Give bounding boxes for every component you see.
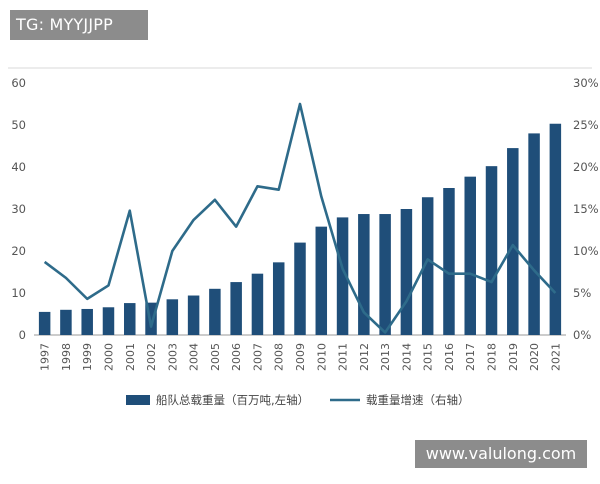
- x-tick-label: 2013: [379, 343, 392, 371]
- bar-series: [38, 123, 562, 336]
- bar-2010: [315, 226, 328, 335]
- bar-1998: [60, 309, 72, 335]
- bar-2016: [443, 188, 455, 335]
- bar-2005: [209, 288, 221, 335]
- x-tick-label: 2015: [422, 343, 435, 371]
- bar-2006: [230, 282, 242, 335]
- x-tick-label: 2005: [209, 343, 222, 371]
- x-tick-label: 2004: [188, 343, 201, 371]
- bar-1997: [38, 311, 51, 335]
- x-tick-label: 2014: [400, 343, 413, 371]
- left-tick-label: 30: [11, 202, 26, 216]
- right-tick-label: 5%: [573, 286, 591, 300]
- x-tick-label: 2001: [124, 343, 137, 371]
- right-tick-label: 0%: [573, 328, 591, 342]
- right-tick-label: 10%: [573, 244, 599, 258]
- bar-2015: [421, 197, 434, 335]
- bar-2012: [358, 214, 370, 335]
- bar-2011: [336, 217, 349, 335]
- legend-bar-label: 船队总载重量（百万吨,左轴）: [156, 393, 309, 407]
- legend-bar-swatch: [126, 395, 150, 405]
- x-tick-label: 2018: [486, 343, 499, 371]
- x-tick-label: 2003: [166, 343, 179, 371]
- x-tick-label: 2020: [528, 343, 541, 371]
- x-tick-label: 2007: [251, 343, 264, 371]
- x-tick-label: 2009: [294, 343, 307, 371]
- bar-2000: [102, 307, 115, 335]
- bar-2003: [166, 299, 179, 335]
- bar-2001: [124, 303, 136, 335]
- right-tick-label: 15%: [573, 202, 599, 216]
- left-tick-label: 60: [11, 76, 26, 90]
- x-tick-label: 2011: [337, 343, 350, 371]
- right-tick-label: 20%: [573, 160, 599, 174]
- x-tick-label: 2010: [315, 343, 328, 371]
- bar-2009: [294, 242, 306, 335]
- x-tick-label: 1998: [60, 343, 73, 371]
- bar-2019: [507, 148, 519, 335]
- x-tick-label: 2016: [443, 343, 456, 371]
- bar-2013: [379, 214, 391, 335]
- left-tick-label: 50: [11, 118, 26, 132]
- bar-2021: [549, 123, 562, 336]
- x-axis-labels: 1997 1998 1999 2000 2001 2002 2003 2004 2005 2006…: [39, 343, 563, 371]
- bar-2007: [251, 273, 264, 335]
- x-tick-label: 2017: [464, 343, 477, 371]
- right-axis-ticks: 0% 5% 10% 15% 20% 25% 30%: [573, 76, 599, 342]
- bar-2002: [145, 302, 157, 335]
- bar-2017: [464, 176, 476, 335]
- bar-2008: [272, 262, 285, 335]
- watermark-bottom: www.valulong.com: [415, 440, 587, 468]
- x-tick-label: 2006: [230, 343, 243, 371]
- bar-2014: [400, 209, 413, 335]
- bar-2018: [485, 166, 498, 335]
- right-tick-label: 25%: [573, 118, 599, 132]
- x-tick-label: 2002: [145, 343, 158, 371]
- x-tick-label: 2012: [358, 343, 371, 371]
- left-axis-ticks: 0 10 20 30 40 50 60: [11, 76, 26, 342]
- left-tick-label: 20: [11, 244, 26, 258]
- bar-1999: [81, 308, 93, 335]
- right-tick-label: 30%: [573, 76, 599, 90]
- x-tick-label: 1997: [39, 343, 52, 371]
- bar-2004: [187, 295, 200, 335]
- growth-line-series: [43, 102, 557, 334]
- x-tick-label: 2021: [549, 343, 562, 371]
- watermark-top: TG: MYYJJPP: [10, 10, 148, 40]
- x-tick-label: 2008: [273, 343, 286, 371]
- x-tick-label: 1999: [81, 343, 94, 371]
- legend: 船队总载重量（百万吨,左轴） 载重量增速（右轴）: [126, 393, 470, 407]
- left-tick-label: 40: [11, 160, 26, 174]
- x-tick-label: 2000: [102, 343, 115, 371]
- bar-2020: [528, 133, 540, 335]
- legend-line-label: 载重量增速（右轴）: [366, 393, 470, 407]
- x-tick-label: 2019: [507, 343, 520, 371]
- left-tick-label: 10: [11, 286, 26, 300]
- left-tick-label: 0: [19, 328, 26, 342]
